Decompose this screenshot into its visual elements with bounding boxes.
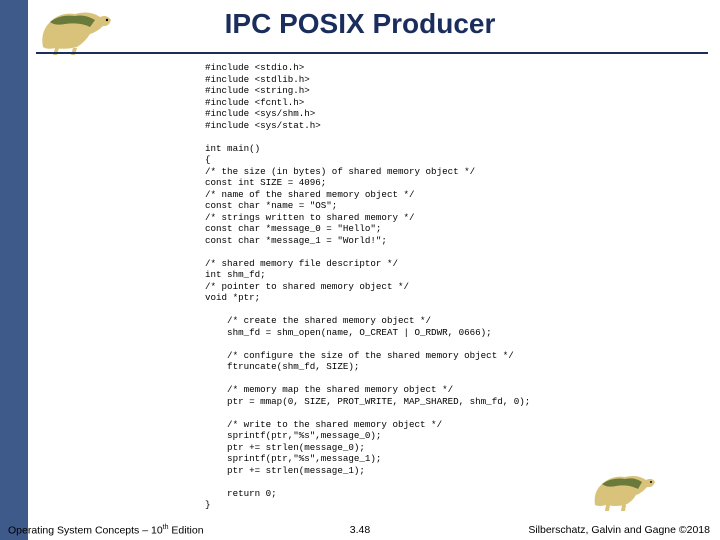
left-sidebar — [0, 0, 28, 540]
dinosaur-bottom-icon — [590, 467, 660, 512]
slide-title: IPC POSIX Producer — [0, 8, 720, 40]
title-underline — [36, 52, 708, 54]
code-listing: #include <stdio.h> #include <stdlib.h> #… — [205, 62, 565, 511]
footer-copyright: Silberschatz, Galvin and Gagne ©2018 — [528, 524, 710, 536]
